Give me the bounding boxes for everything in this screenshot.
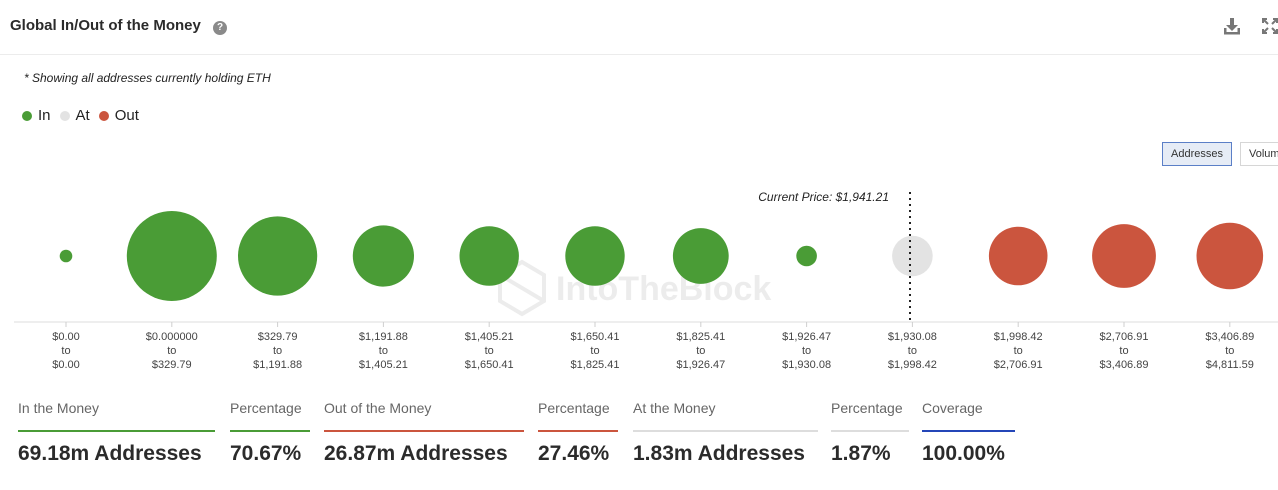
stat-label: Coverage <box>922 400 983 416</box>
tick-label-high: $1,926.47 <box>676 359 725 371</box>
stat-label: At the Money <box>633 400 716 416</box>
tick-label-low: $1,191.88 <box>359 331 408 343</box>
stat-bar <box>831 430 909 432</box>
tick-label-high: $1,405.21 <box>359 359 408 371</box>
legend-at-label: At <box>75 107 90 124</box>
stat-at-percentage: Percentage 1.87% <box>831 400 909 466</box>
watermark: IntoTheBlock <box>498 259 771 317</box>
stat-bar <box>922 430 1015 432</box>
current-price-label: Current Price: $1,941.21 <box>758 190 889 204</box>
tick-label-high: $329.79 <box>152 359 192 371</box>
legend-item-at[interactable]: At <box>59 107 90 124</box>
stat-value: 69.18m Addresses <box>18 442 202 465</box>
bubble-out[interactable] <box>1092 224 1156 288</box>
bubble-in[interactable] <box>796 245 817 267</box>
stat-value: 70.67% <box>230 442 302 465</box>
legend-in-label: In <box>38 107 51 124</box>
tick-label-low: $1,825.41 <box>676 331 725 343</box>
help-icon[interactable]: ? <box>213 21 227 35</box>
download-icon[interactable] <box>1222 16 1242 36</box>
tick-label-connector: to <box>590 345 599 357</box>
tick-label-connector: to <box>273 345 282 357</box>
stat-label: In the Money <box>18 400 99 416</box>
stat-value: 1.83m Addresses <box>633 442 805 465</box>
stat-value: 1.87% <box>831 442 891 465</box>
legend-at-dot <box>59 110 70 121</box>
expand-icon[interactable] <box>1260 16 1278 36</box>
stat-in-percentage: Percentage 70.67% <box>230 400 310 466</box>
tick-label-low: $1,405.21 <box>465 331 514 343</box>
stat-bar <box>633 430 818 432</box>
tick-label-low: $0.00 <box>52 331 80 343</box>
chart-title: Global In/Out of the Money <box>10 17 201 34</box>
bubble-chart: IntoTheBlock $0.00 to $0.00 $0.000000 to $329… <box>14 190 1278 371</box>
tick-label-connector: to <box>61 345 70 357</box>
stat-value: 27.46% <box>538 442 610 465</box>
stat-label: Percentage <box>538 400 610 416</box>
holding-note: * Showing all addresses currently holdin… <box>24 71 271 85</box>
addresses-toggle[interactable]: Addresses <box>1162 142 1232 166</box>
tick-label-connector: to <box>802 345 811 357</box>
legend-out-dot <box>98 110 109 121</box>
tick-label-low: $3,406.89 <box>1205 331 1254 343</box>
tick-label-high: $2,706.91 <box>994 359 1043 371</box>
stat-at-the-money: At the Money 1.83m Addresses <box>633 400 818 466</box>
legend-item-in[interactable]: In <box>22 107 51 124</box>
stat-out-of-the-money: Out of the Money 26.87m Addresses <box>324 400 524 466</box>
tick-label-low: $1,650.41 <box>571 331 620 343</box>
chart-legend: In At Out <box>22 107 148 124</box>
tick-label-high: $1,825.41 <box>571 359 620 371</box>
bubble-in[interactable] <box>565 226 625 286</box>
tick-label-high: $1,930.08 <box>782 359 831 371</box>
tick-label-connector: to <box>167 345 176 357</box>
stat-label: Percentage <box>230 400 302 416</box>
volume-toggle[interactable]: Volum <box>1240 142 1278 166</box>
stat-label: Percentage <box>831 400 903 416</box>
tick-label-low: $1,930.08 <box>888 331 937 343</box>
tick-label-high: $3,406.89 <box>1100 359 1149 371</box>
stat-out-percentage: Percentage 27.46% <box>538 400 618 466</box>
bubble-in[interactable] <box>352 225 414 287</box>
bubble-in[interactable] <box>126 211 217 301</box>
tick-label-high: $1,191.88 <box>253 359 302 371</box>
tick-label-low: $0.000000 <box>146 331 198 343</box>
chart-header: Global In/Out of the Money ? <box>0 0 1278 55</box>
tick-label-connector: to <box>1119 345 1128 357</box>
bubble-out[interactable] <box>988 226 1048 286</box>
stat-bar <box>18 430 215 432</box>
legend-in-dot <box>22 110 32 121</box>
bubble-in[interactable] <box>459 226 519 286</box>
stat-coverage: Coverage 100.00% <box>922 400 1015 466</box>
tick-label-connector: to <box>485 345 494 357</box>
stat-in-the-money: In the Money 69.18m Addresses <box>18 400 215 466</box>
tick-label-high: $1,998.42 <box>888 359 937 371</box>
tick-label-high: $4,811.59 <box>1206 359 1254 371</box>
tick-label-connector: to <box>1014 345 1023 357</box>
stat-bar <box>324 430 524 432</box>
summary-stats: In the Money 69.18m Addresses Percentage… <box>0 400 1278 480</box>
tick-label-low: $1,998.42 <box>994 331 1043 343</box>
bubble-in[interactable] <box>238 216 318 296</box>
tick-label-connector: to <box>908 345 917 357</box>
bubble-out[interactable] <box>1196 222 1264 290</box>
stat-label: Out of the Money <box>324 400 432 416</box>
tick-label-low: $1,926.47 <box>782 331 831 343</box>
stat-value: 100.00% <box>922 442 1005 465</box>
legend-out-label: Out <box>114 107 139 124</box>
bubble-in[interactable] <box>672 228 729 284</box>
bubble-in[interactable] <box>59 249 73 263</box>
stat-value: 26.87m Addresses <box>324 442 508 465</box>
tick-label-connector: to <box>1225 345 1234 357</box>
legend-item-out[interactable]: Out <box>98 107 139 124</box>
tick-label-connector: to <box>379 345 388 357</box>
bubble-at[interactable] <box>892 235 933 277</box>
tick-label-low: $2,706.91 <box>1100 331 1149 343</box>
tick-label-connector: to <box>696 345 705 357</box>
tick-label-high: $1,650.41 <box>465 359 514 371</box>
stat-bar <box>230 430 310 432</box>
stat-bar <box>538 430 618 432</box>
tick-label-high: $0.00 <box>52 359 80 371</box>
tick-label-low: $329.79 <box>258 331 298 343</box>
